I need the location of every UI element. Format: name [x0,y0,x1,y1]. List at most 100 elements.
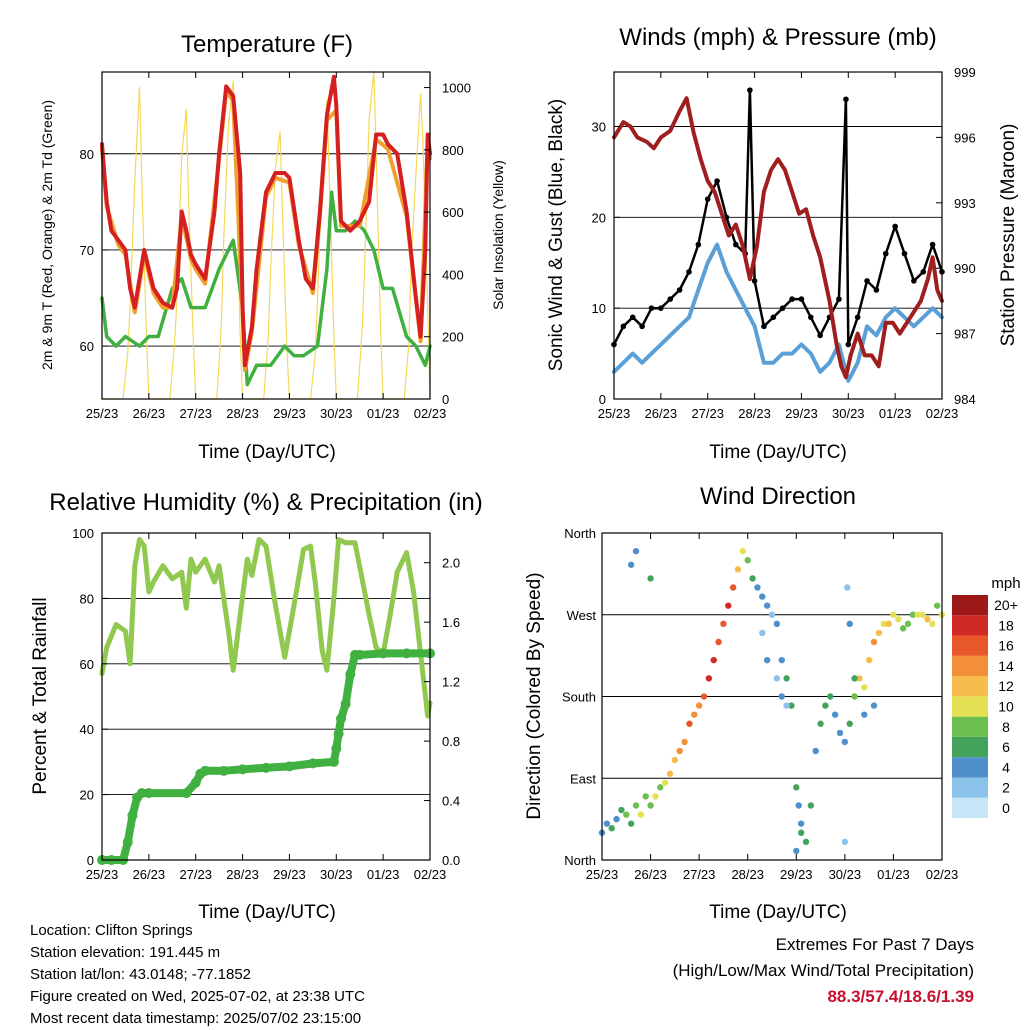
direction-xlabel: Time (Day/UTC) [709,902,847,923]
precip-point [237,764,248,775]
x-tick-label: 27/23 [179,867,212,882]
colorbar-label: 10 [998,699,1014,715]
direction-point [739,547,747,555]
x-tick-label: 02/23 [926,406,959,421]
direction-title: Wind Direction [700,483,856,510]
direction-point [613,815,620,823]
x-tick-label: 02/23 [414,867,447,882]
direction-tick-label: East [570,771,596,786]
direction-point [603,820,611,827]
x-tick-label: 30/23 [320,406,353,421]
direction-point [909,611,917,618]
precip-point [136,788,147,799]
direction-point [778,693,785,700]
x-tick-label: 28/23 [226,406,259,421]
winds-ylabel: Sonic Wind & Gust (Blue, Black) [546,99,567,371]
humidity-frame [101,532,431,861]
x-tick-label: 29/23 [785,406,818,421]
winds-title: Winds (mph) & Pressure (mb) [619,24,936,51]
precip-point [307,758,318,769]
y-tick-label-right: 990 [954,261,976,276]
y-tick-label-right: 400 [442,267,464,282]
direction-point [642,793,649,800]
station-info: Location: Clifton Springs Station elevat… [30,920,365,1030]
temperature-time-ticks: 25/23 26/23 27/23 28/23 29/23 30/23 01/23 02/23 [86,72,447,421]
x-tick-label: 02/23 [414,406,447,421]
direction-point [768,611,776,618]
y-tick-label-right: 996 [954,130,976,145]
y-tick-label-right: 984 [954,392,976,407]
y-tick-label: 0 [87,853,94,868]
direction-point [846,720,853,727]
x-tick-label: 28/23 [738,406,771,421]
extremes-values: 88.3/57.4/18.6/1.39 [827,987,974,1006]
pressure-line [612,96,944,380]
colorbar-label: 14 [998,658,1014,674]
x-tick-label: 27/23 [179,406,212,421]
humidity-plot-area [97,532,435,865]
direction-point [623,811,630,818]
direction-point [763,656,771,664]
colorbar-swatch [952,757,988,778]
colorbar-label: 0 [1002,800,1010,816]
humidity-left-ticks: 0 20 40 60 80 100 [72,526,108,868]
temperature-xlabel: Time (Day/UTC) [198,442,336,463]
precip-point [333,728,344,739]
direction-point [632,547,640,555]
wind-line [612,242,944,383]
colorbar-label: 6 [1002,739,1010,755]
pressure-right-ticks: 984 987 990 993 996 999 [936,65,976,407]
y-tick-label: 70 [80,243,94,258]
pressure-ylabel: Station Pressure (Maroon) [998,124,1019,347]
y-tick-label: 60 [80,339,94,354]
direction-point [919,611,926,618]
direction-point [691,711,698,718]
x-tick-label: 01/23 [879,406,912,421]
x-tick-label: 29/23 [273,867,306,882]
humidity-xlabel: Time (Day/UTC) [198,902,336,923]
y-tick-label: 30 [592,120,606,135]
winds-plot-area [611,87,945,400]
direction-point [783,702,790,709]
direction-point [846,620,853,628]
y-tick-label-right: 993 [954,196,976,211]
precip-point [122,837,133,848]
precip-point [181,788,192,799]
x-tick-label: 30/23 [829,867,862,882]
direction-point [729,584,737,591]
direction-point [890,611,897,618]
direction-point [627,820,635,827]
direction-point [793,784,800,791]
precip-point [340,698,351,709]
direction-point [773,675,781,682]
precip-point [354,649,365,660]
direction-point [681,738,688,746]
colorbar-swatch [952,595,988,616]
colorbar-label: 4 [1002,759,1010,775]
direction-point [841,838,849,846]
direction-point [705,675,713,682]
precip-point [378,648,389,659]
dewpoint-line [100,190,432,387]
humidity-time-ticks: 25/23 26/23 27/23 28/23 29/23 30/23 01/23 02/23 [86,533,447,882]
elevation-text: Station elevation: 191.445 m [30,944,221,961]
precip-point [127,810,138,821]
temp-2m-line [100,74,432,368]
humidity-ylabel: Percent & Total Rainfall [30,597,51,794]
direction-point [759,629,766,637]
x-tick-label: 30/23 [320,867,353,882]
colorbar-swatch [952,777,988,798]
precipitation-line [98,649,434,864]
y-tick-label: 60 [80,657,94,672]
solar-right-ticks: 0 200 400 600 800 1000 [424,81,471,407]
direction-point [861,711,868,718]
direction-tick-label: North [564,853,596,868]
direction-tick-label: West [567,608,597,623]
y-tick-label: 20 [592,210,606,225]
y-tick-label: 20 [80,788,94,803]
latlon-text: Station lat/lon: 43.0148; -77.1852 [30,966,252,983]
direction-point [856,675,863,682]
direction-point [870,702,878,709]
y-tick-label-right: 1.2 [442,675,460,690]
